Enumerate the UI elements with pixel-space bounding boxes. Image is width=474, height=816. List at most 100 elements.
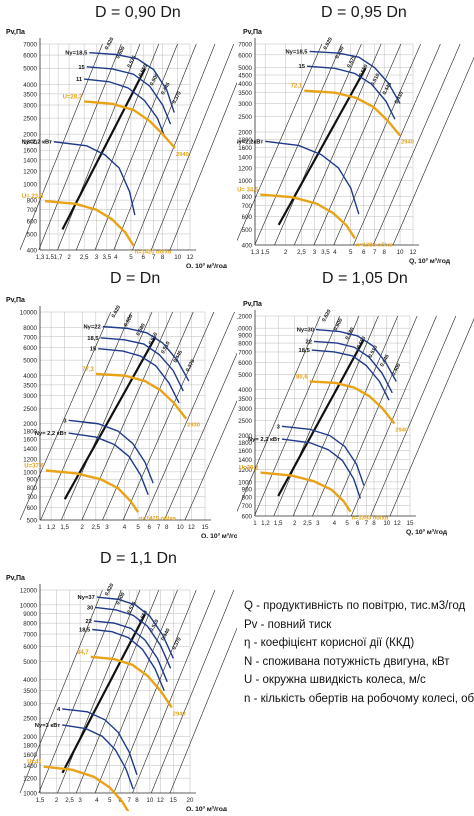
y-tick-label: 3500	[238, 90, 252, 97]
system-line	[234, 315, 321, 517]
efficiency-label: 0.510	[149, 619, 160, 633]
y-tick-label: 7000	[238, 42, 252, 49]
y-tick-label: 600	[27, 505, 38, 512]
system-line	[184, 311, 277, 521]
power-curve	[68, 432, 149, 495]
power-curve-label: Ny=2,2 кВт	[22, 140, 52, 146]
y-tick-label: 1200	[238, 165, 252, 172]
y-tick-label: 3500	[23, 688, 37, 695]
x-tick-label: 7	[373, 249, 377, 256]
y-tick-label: 3000	[238, 101, 252, 108]
y-tick-label: 600	[27, 218, 38, 225]
x-tick-label: 2	[67, 254, 71, 261]
x-axis-label: Q, 10³ м³/год	[186, 263, 228, 268]
x-tick-label: 12	[394, 520, 401, 527]
power-curve	[265, 140, 360, 215]
x-tick-label: 1,3	[251, 249, 260, 256]
y-tick-label: 1400	[238, 155, 252, 162]
y-tick-label: 5000	[23, 659, 37, 666]
system-line	[94, 43, 178, 251]
x-tick-label: 7	[152, 254, 156, 261]
power-curve	[315, 328, 397, 382]
y-tick-label: 10000	[237, 326, 253, 333]
x-tick-label: 4	[114, 254, 118, 261]
chart-svg: 6007008009001000120014001600180020002500…	[234, 301, 474, 536]
y-tick-label: 8000	[238, 341, 252, 348]
system-line	[122, 311, 215, 521]
y-tick-label: 1200	[23, 776, 37, 783]
y-axis-label: Pv,Па	[6, 297, 25, 304]
system-line	[331, 315, 418, 517]
y-tick-label: 4000	[238, 81, 252, 88]
y-tick-label: 6000	[238, 52, 252, 59]
efficiency-label: 0.575	[346, 55, 357, 69]
system-line	[81, 311, 173, 521]
x-tick-label: 1,5	[274, 520, 283, 527]
system-line	[313, 43, 402, 246]
x-tick-label: 10	[146, 797, 153, 804]
x-tick-label: 1,5	[36, 797, 45, 804]
speed-curve	[45, 469, 140, 513]
efficiency-label: 0.370	[185, 359, 196, 373]
y-tick-label: 8000	[23, 325, 37, 332]
power-curve-label: Ny=3 кВт	[35, 723, 61, 729]
power-curve	[62, 724, 134, 790]
y-tick-label: 10000	[20, 602, 38, 609]
power-curve	[68, 419, 154, 484]
legend-item-rpm: n - кількість обертів на робочому колесі…	[244, 692, 474, 705]
power-curve-label: 18,5	[79, 627, 91, 633]
y-tick-label: 1600	[23, 752, 37, 759]
y-tick-label: 700	[242, 503, 253, 510]
x-tick-label: 1	[38, 524, 42, 531]
x-tick-label: 2,5	[303, 520, 312, 527]
power-curve-label: Ny= 2,2 кВт	[35, 431, 67, 437]
power-curve	[311, 349, 390, 401]
speed-curve-label: U=28,3	[63, 94, 83, 100]
x-axis-label: Q, 10³ м³/год	[409, 258, 451, 265]
system-line	[254, 315, 340, 517]
y-tick-label: 600	[242, 514, 253, 521]
y-tick-label: 700	[242, 203, 253, 210]
x-tick-label: 12	[157, 797, 164, 804]
y-tick-label: 1200	[238, 467, 252, 474]
y-tick-label: 10000	[20, 310, 38, 317]
speed-curve	[44, 199, 135, 247]
chart-title: D = 0,95 Dn	[321, 4, 407, 21]
x-tick-label: 1,3	[36, 254, 45, 261]
y-tick-label: 2000	[23, 421, 37, 428]
legend-item-pv: Pv - повний тиск	[244, 618, 332, 631]
x-axis-label: Q, 10³ м³/год	[406, 529, 448, 536]
power-curve	[100, 337, 184, 392]
power-curve	[95, 606, 172, 669]
power-curve	[281, 425, 365, 486]
system-line	[38, 589, 122, 794]
y-tick-label: 500	[27, 231, 38, 238]
y-tick-label: 1600	[238, 145, 252, 152]
system-line	[234, 43, 323, 246]
y-tick-label: 7000	[23, 334, 37, 341]
y-tick-label: 800	[27, 198, 38, 205]
y-tick-label: 7000	[238, 349, 252, 356]
x-tick-label: 20	[187, 797, 194, 804]
power-curve-label: Ny=30	[297, 328, 314, 334]
x-tick-label: 7	[365, 520, 369, 527]
system-line	[353, 43, 441, 246]
power-curve	[96, 596, 174, 659]
x-tick-label: 2	[81, 524, 85, 531]
legend-item-u: U - окружна швидкість колеса, м/с	[244, 674, 426, 687]
system-line	[333, 43, 421, 246]
x-tick-label: 1,5	[261, 249, 270, 256]
y-axis-label: Pv,Па	[6, 29, 25, 36]
rpm-label: n=1425 об/хв	[139, 515, 176, 522]
efficiency-label: 0.440	[160, 628, 171, 642]
speed-curve-label: 80,6	[296, 374, 308, 380]
x-tick-label: 2	[284, 249, 288, 256]
y-tick-label: 2500	[23, 406, 37, 413]
y-tick-label: 4000	[23, 373, 37, 380]
system-line	[274, 43, 362, 246]
y-tick-label: 900	[27, 477, 38, 484]
x-tick-label: 8	[165, 524, 169, 531]
legend-item-eta: η - коефіцієнт корисної дії (ККД)	[244, 637, 415, 650]
system-line	[254, 43, 342, 246]
